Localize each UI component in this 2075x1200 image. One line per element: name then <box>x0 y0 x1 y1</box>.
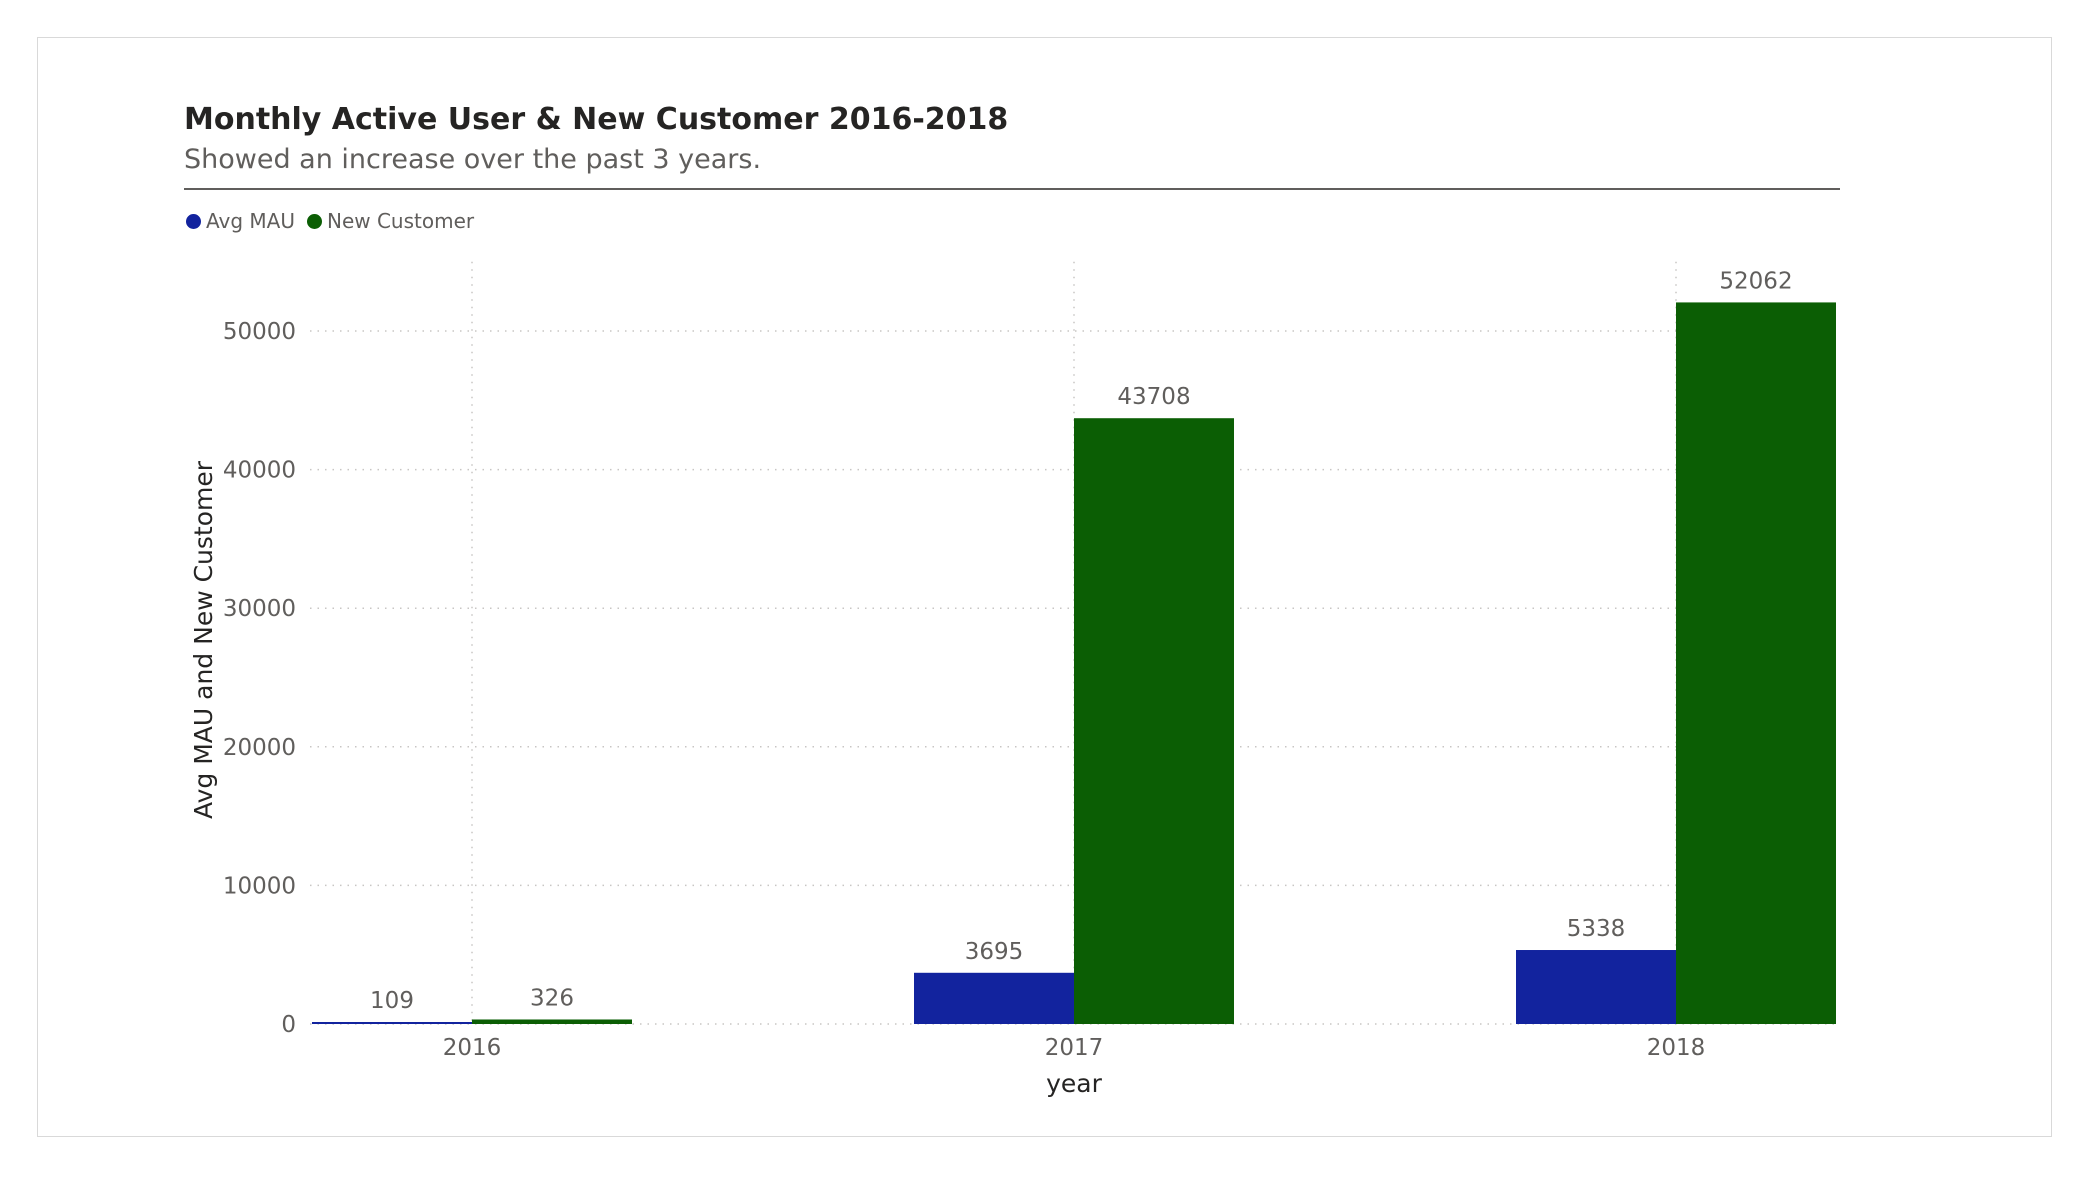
y-tick-label: 40000 <box>223 458 296 484</box>
data-label: 326 <box>530 985 574 1011</box>
legend-item-avg-mau[interactable]: Avg MAU <box>186 209 295 233</box>
y-tick-label: 20000 <box>223 735 296 761</box>
x-axis-title: year <box>1046 1069 1102 1098</box>
y-axis-title: Avg MAU and New Customer <box>189 460 218 819</box>
y-tick-label: 50000 <box>223 319 296 345</box>
bar-new-customer <box>1074 418 1234 1024</box>
y-tick-label: 10000 <box>223 873 296 899</box>
bar-avg-mau <box>1516 950 1676 1024</box>
data-label: 43708 <box>1117 384 1190 410</box>
bar-avg-mau <box>312 1022 472 1024</box>
data-label: 109 <box>370 988 414 1014</box>
title-divider <box>184 188 1840 190</box>
chart-legend[interactable]: Avg MAU New Customer <box>186 209 486 233</box>
x-tick-label: 2017 <box>1045 1035 1104 1061</box>
y-tick-label: 30000 <box>223 596 296 622</box>
chart-subtitle: Showed an increase over the past 3 years… <box>184 144 762 175</box>
chart-title: Monthly Active User & New Customer 2016-… <box>184 102 1009 137</box>
bar-avg-mau <box>914 972 1074 1024</box>
legend-item-new-customer[interactable]: New Customer <box>306 209 475 233</box>
legend-marker-avg-mau <box>186 213 201 229</box>
legend-marker-new-customer <box>306 213 322 229</box>
data-label: 5338 <box>1567 916 1626 942</box>
bar-new-customer <box>1676 302 1836 1025</box>
legend-label-avg-mau: Avg MAU <box>206 209 295 233</box>
bar-new-customer <box>472 1019 632 1024</box>
y-tick-label: 0 <box>281 1012 296 1038</box>
legend-label-new-customer: New Customer <box>326 209 475 233</box>
data-label: 52062 <box>1719 268 1792 294</box>
x-tick-label: 2018 <box>1647 1035 1706 1061</box>
data-label: 3695 <box>965 939 1024 965</box>
x-tick-label: 2016 <box>443 1035 502 1061</box>
